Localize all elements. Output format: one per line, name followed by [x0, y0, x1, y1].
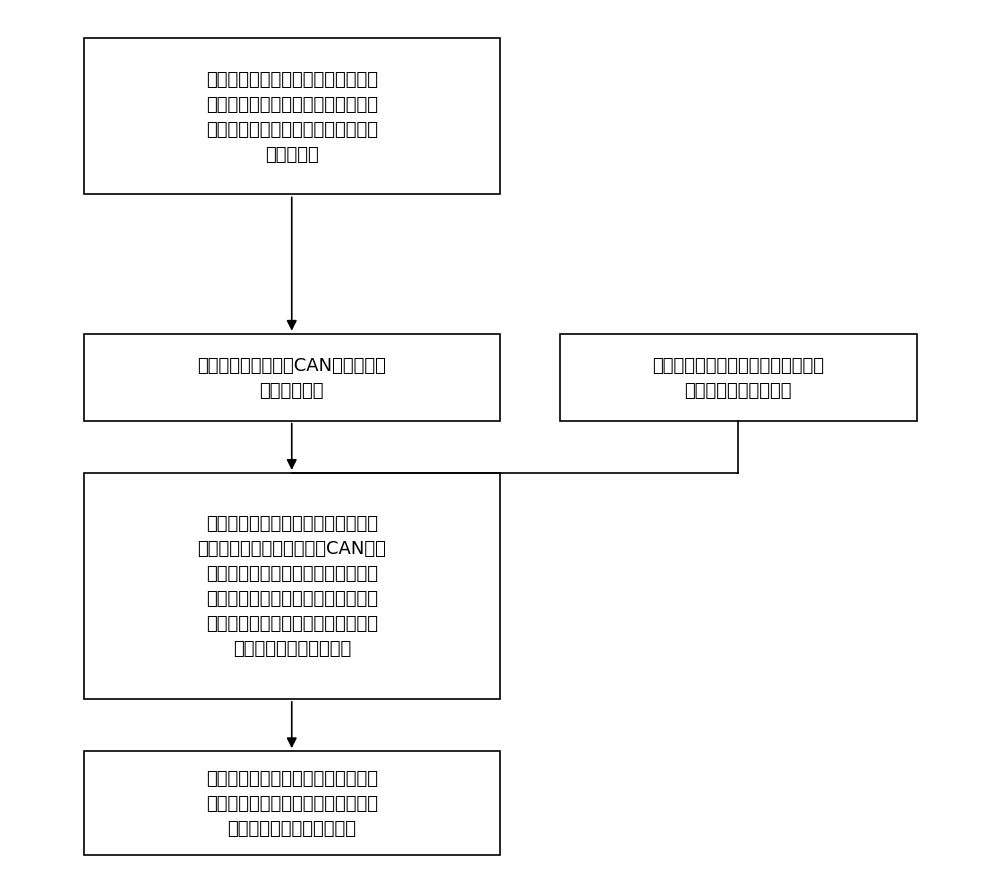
FancyBboxPatch shape [84, 474, 500, 699]
FancyBboxPatch shape [560, 334, 917, 421]
Text: 车辆实时获取其车身CAN数据并传送
至云端服务器: 车辆实时获取其车身CAN数据并传送 至云端服务器 [197, 356, 386, 399]
FancyBboxPatch shape [84, 752, 500, 855]
FancyBboxPatch shape [84, 39, 500, 196]
Text: 云端服务器提取识别到的停车场出入
口道闸到车辆熄火时的车身CAN数据
，计算获取车辆在地下停车场的行驶
轨迹图，同时提取车辆熄火后的移动
终端的陀螺仪数据和加速: 云端服务器提取识别到的停车场出入 口道闸到车辆熄火时的车身CAN数据 ，计算获取… [197, 515, 386, 658]
FancyBboxPatch shape [84, 334, 500, 421]
Text: 移动终端获取其陀螺仪数据和加速计
数据发送至云端服务器: 移动终端获取其陀螺仪数据和加速计 数据发送至云端服务器 [652, 356, 824, 399]
Text: 发送车辆在地下停车场的行驶轨迹图
以及车主的步行轨迹图到移动终端应
用以生成完整的导航线路图: 发送车辆在地下停车场的行驶轨迹图 以及车主的步行轨迹图到移动终端应 用以生成完整… [206, 769, 378, 838]
Text: 集车速在一定范围内的车辆行驶过程
中的正前方视频信号，并传送至云端
服务器，以识别车辆正前方的停车场
出入口道闸: 集车速在一定范围内的车辆行驶过程 中的正前方视频信号，并传送至云端 服务器，以识… [206, 71, 378, 163]
